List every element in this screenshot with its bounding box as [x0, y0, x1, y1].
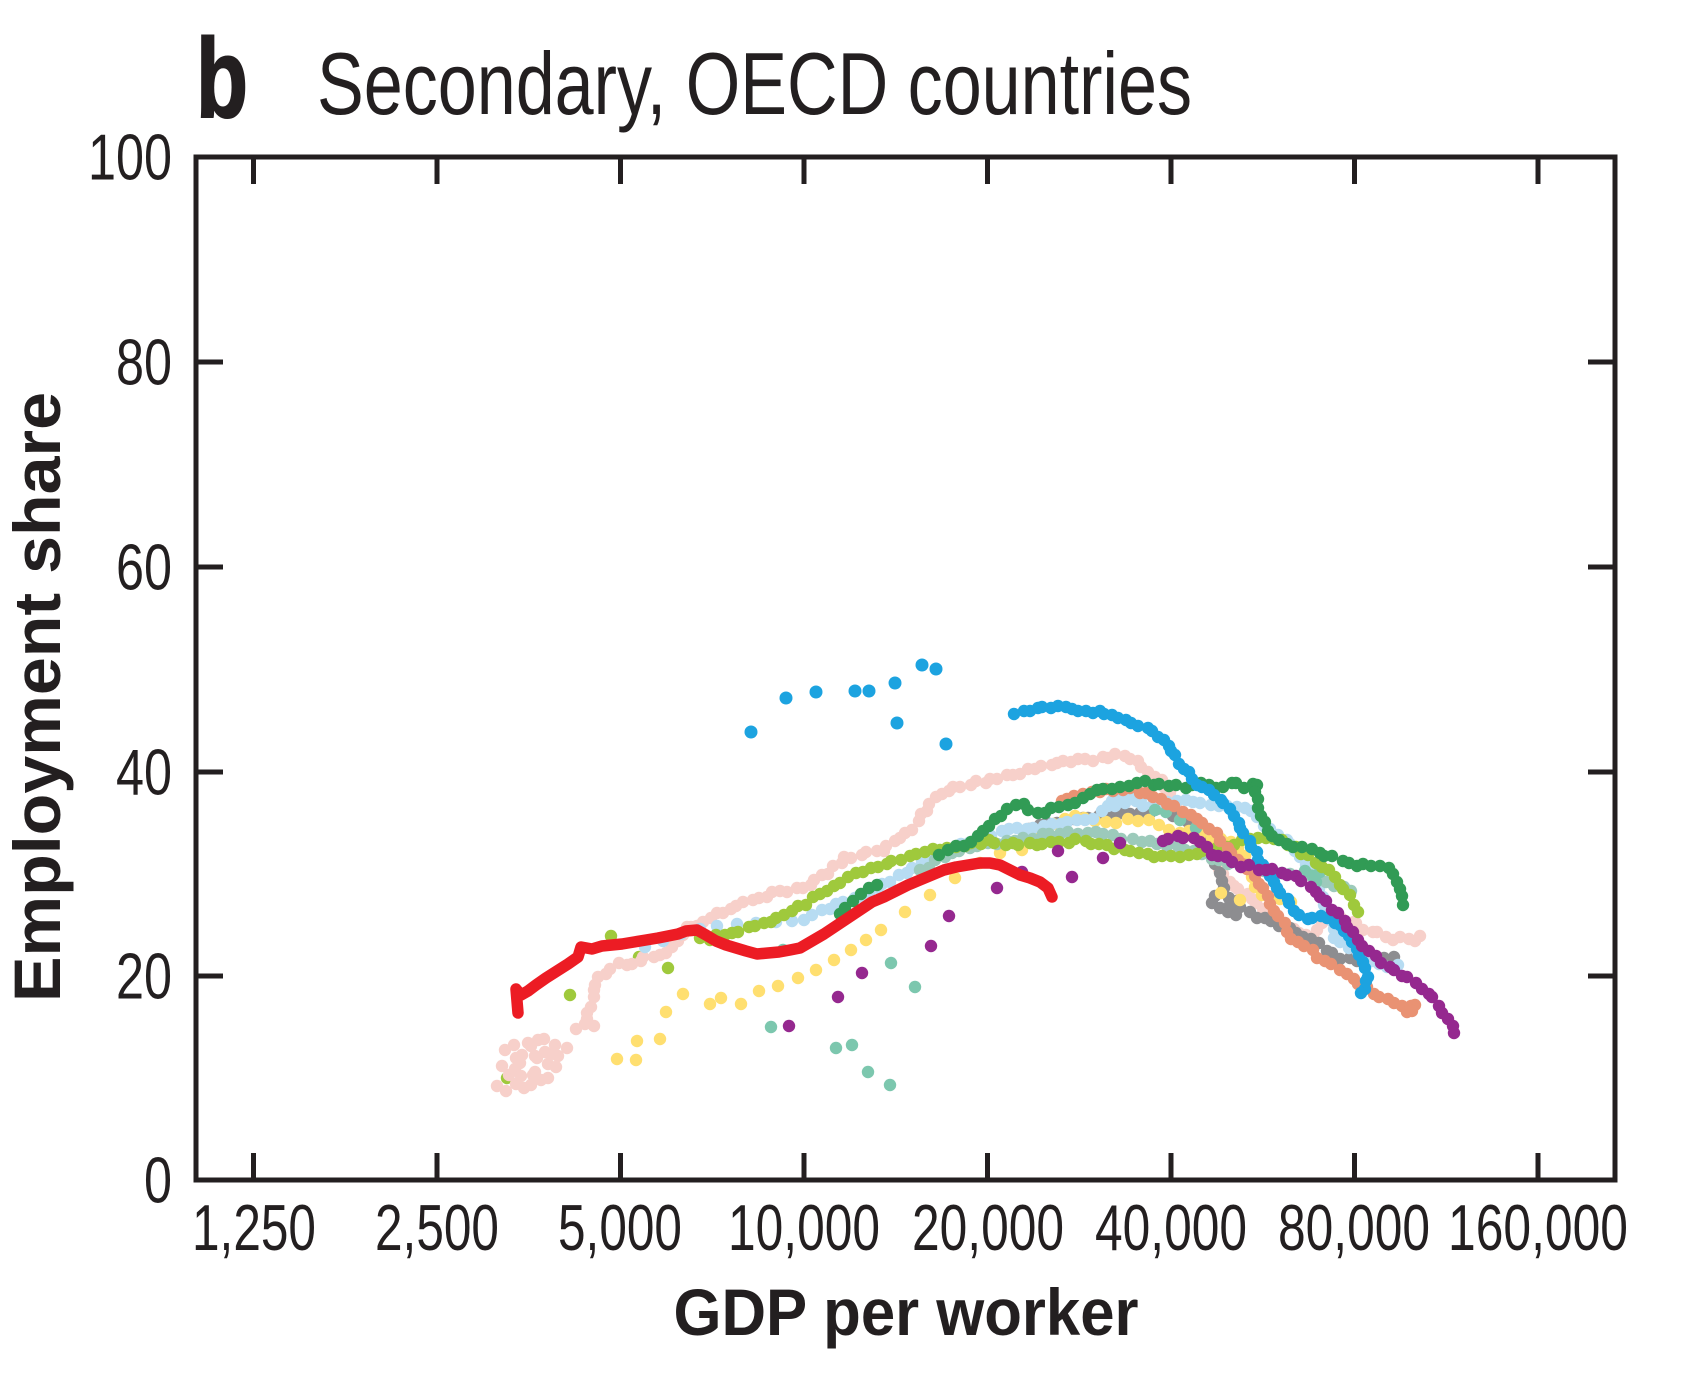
svg-text:160,000: 160,000: [1448, 1191, 1628, 1264]
svg-text:b: b: [196, 16, 248, 141]
svg-text:0: 0: [144, 1144, 172, 1217]
svg-text:20: 20: [116, 940, 172, 1013]
svg-text:40: 40: [116, 736, 172, 809]
svg-text:5,000: 5,000: [558, 1191, 682, 1264]
svg-text:60: 60: [116, 531, 172, 604]
svg-text:2,500: 2,500: [375, 1191, 499, 1264]
svg-text:10,000: 10,000: [728, 1191, 880, 1264]
svg-text:20,000: 20,000: [912, 1191, 1064, 1264]
svg-text:100: 100: [88, 121, 172, 194]
svg-text:1,250: 1,250: [192, 1191, 316, 1264]
svg-text:Employment share: Employment share: [0, 392, 74, 1002]
svg-text:80: 80: [116, 326, 172, 399]
svg-text:Secondary, OECD countries: Secondary, OECD countries: [317, 34, 1192, 133]
svg-text:80,000: 80,000: [1278, 1191, 1430, 1264]
svg-text:40,000: 40,000: [1095, 1191, 1247, 1264]
svg-text:GDP per worker: GDP per worker: [674, 1275, 1139, 1349]
